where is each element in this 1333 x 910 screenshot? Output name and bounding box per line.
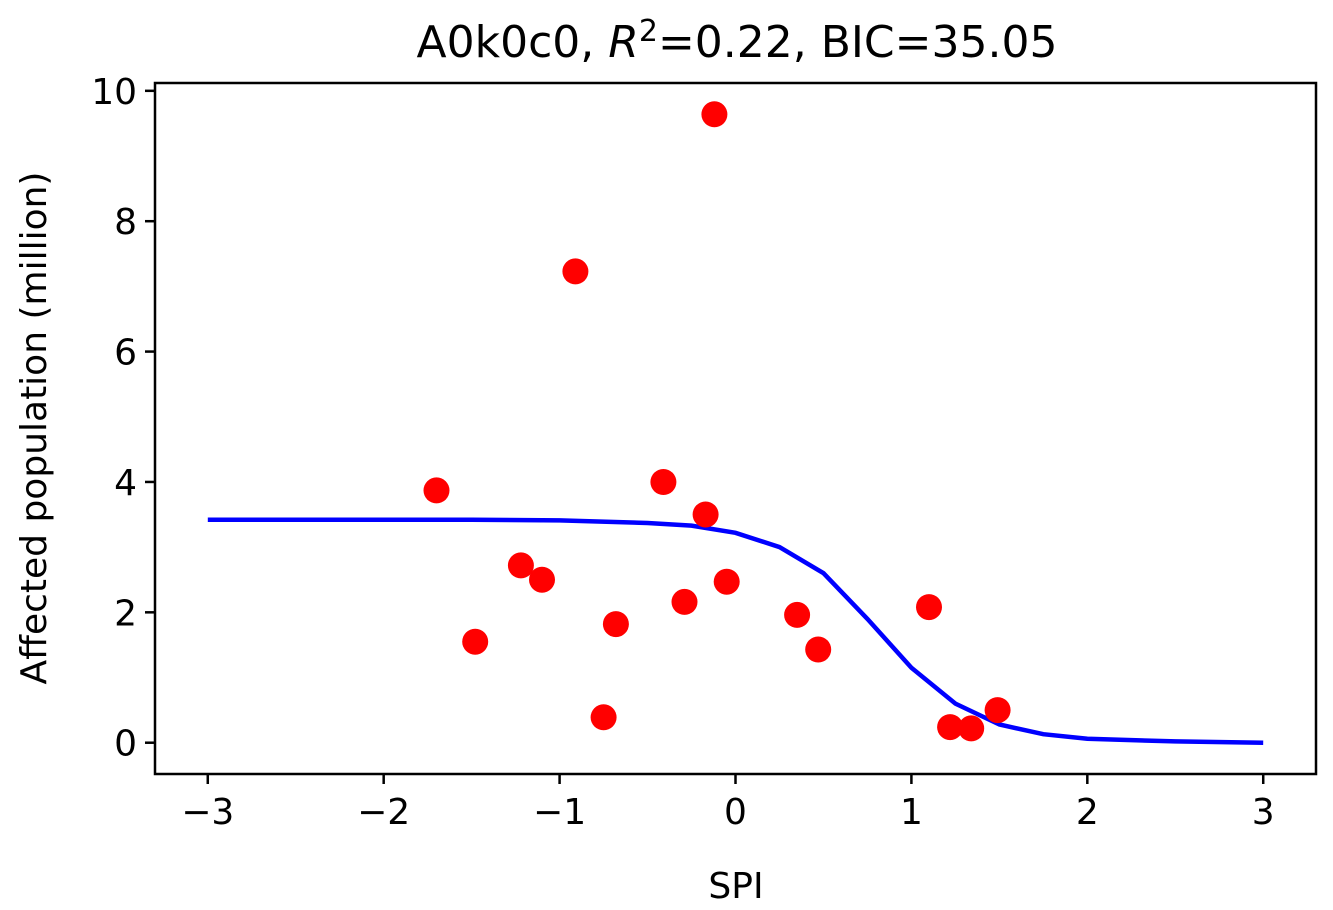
y-tick-label: 6 <box>114 333 137 374</box>
data-point <box>507 552 534 579</box>
fitted-curve <box>207 517 1264 745</box>
x-tick-label: −1 <box>533 792 586 833</box>
y-axis: 0 2 4 6 8 10 <box>91 72 155 765</box>
data-point <box>423 477 450 504</box>
y-axis-label: Affected population (million) <box>14 172 55 685</box>
data-point <box>602 611 629 638</box>
x-tick-label: 2 <box>1076 792 1099 833</box>
data-point <box>805 636 832 663</box>
data-point <box>590 704 617 731</box>
plot-area <box>207 101 1264 745</box>
data-point <box>692 501 719 528</box>
y-tick-label: 4 <box>114 463 137 504</box>
data-point <box>784 601 811 628</box>
chart-title: A0k0c0, R2=0.22, BIC=35.05 <box>417 14 1058 68</box>
plot-frame <box>153 81 1318 776</box>
x-axis: −3 −2 −1 0 1 2 3 <box>181 774 1275 833</box>
data-point <box>984 697 1011 724</box>
x-axis-label: SPI <box>708 866 763 907</box>
y-tick-label: 8 <box>114 202 137 243</box>
y-tick-label: 0 <box>114 724 137 765</box>
x-tick-label: 3 <box>1252 792 1275 833</box>
data-point <box>650 469 677 495</box>
data-point <box>671 588 698 615</box>
data-point <box>937 714 964 741</box>
x-tick-label: −2 <box>357 792 410 833</box>
x-tick-label: 0 <box>724 792 747 833</box>
data-point <box>562 258 589 285</box>
data-point <box>701 101 728 128</box>
data-point <box>529 566 555 593</box>
data-point <box>713 568 740 595</box>
data-point <box>958 715 985 742</box>
data-point <box>916 594 942 621</box>
y-tick-label: 2 <box>114 593 137 634</box>
x-tick-label: −3 <box>181 792 234 833</box>
data-point <box>462 628 489 655</box>
x-tick-label: 1 <box>900 792 923 833</box>
y-tick-label: 10 <box>91 72 137 113</box>
